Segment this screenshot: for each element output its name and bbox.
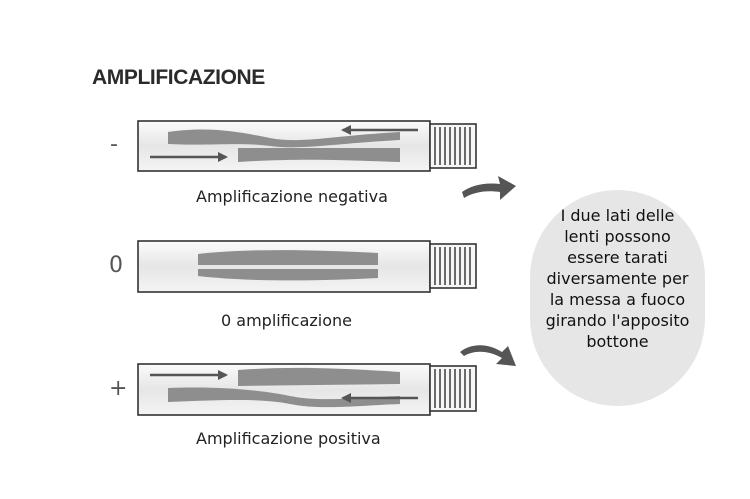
- caption-negative: Amplificazione negativa: [196, 187, 388, 206]
- lens-upper-positive: [238, 367, 400, 386]
- lens-lower-negative: [238, 148, 400, 162]
- zero-sign: 0: [109, 253, 123, 278]
- lens-upper-zero: [198, 250, 378, 265]
- caption-positive: Amplificazione positiva: [196, 429, 381, 448]
- bubble-line: girando l'apposito: [545, 311, 690, 330]
- diagram-title: AMPLIFICAZIONE: [92, 66, 265, 89]
- bubble-line: essere tarati: [567, 248, 668, 267]
- tube-positive: [137, 363, 431, 416]
- negative-sign: -: [110, 132, 118, 157]
- knob-positive: [429, 365, 477, 412]
- info-bubble: [530, 190, 705, 406]
- bubble-line: la messa a fuoco: [549, 290, 686, 309]
- knob-zero: [429, 243, 477, 289]
- rotate-arrow-up-icon: [462, 176, 516, 200]
- rotate-arrow-down-icon: [460, 345, 516, 366]
- bubble-line: lenti possono: [564, 227, 671, 246]
- tube-negative: [137, 120, 431, 172]
- knob-negative: [429, 123, 477, 169]
- bubble-line: I due lati delle: [560, 206, 675, 225]
- caption-zero: 0 amplificazione: [221, 311, 352, 330]
- positive-sign: +: [109, 376, 128, 401]
- lens-upper-negative: [168, 129, 400, 148]
- bubble-line: diversamente per: [546, 269, 689, 288]
- lens-lower-zero: [198, 269, 378, 281]
- info-bubble-text: I due lati delle lenti possono essere ta…: [530, 205, 705, 352]
- tube-zero: [137, 240, 431, 293]
- bubble-line: bottone: [586, 332, 649, 351]
